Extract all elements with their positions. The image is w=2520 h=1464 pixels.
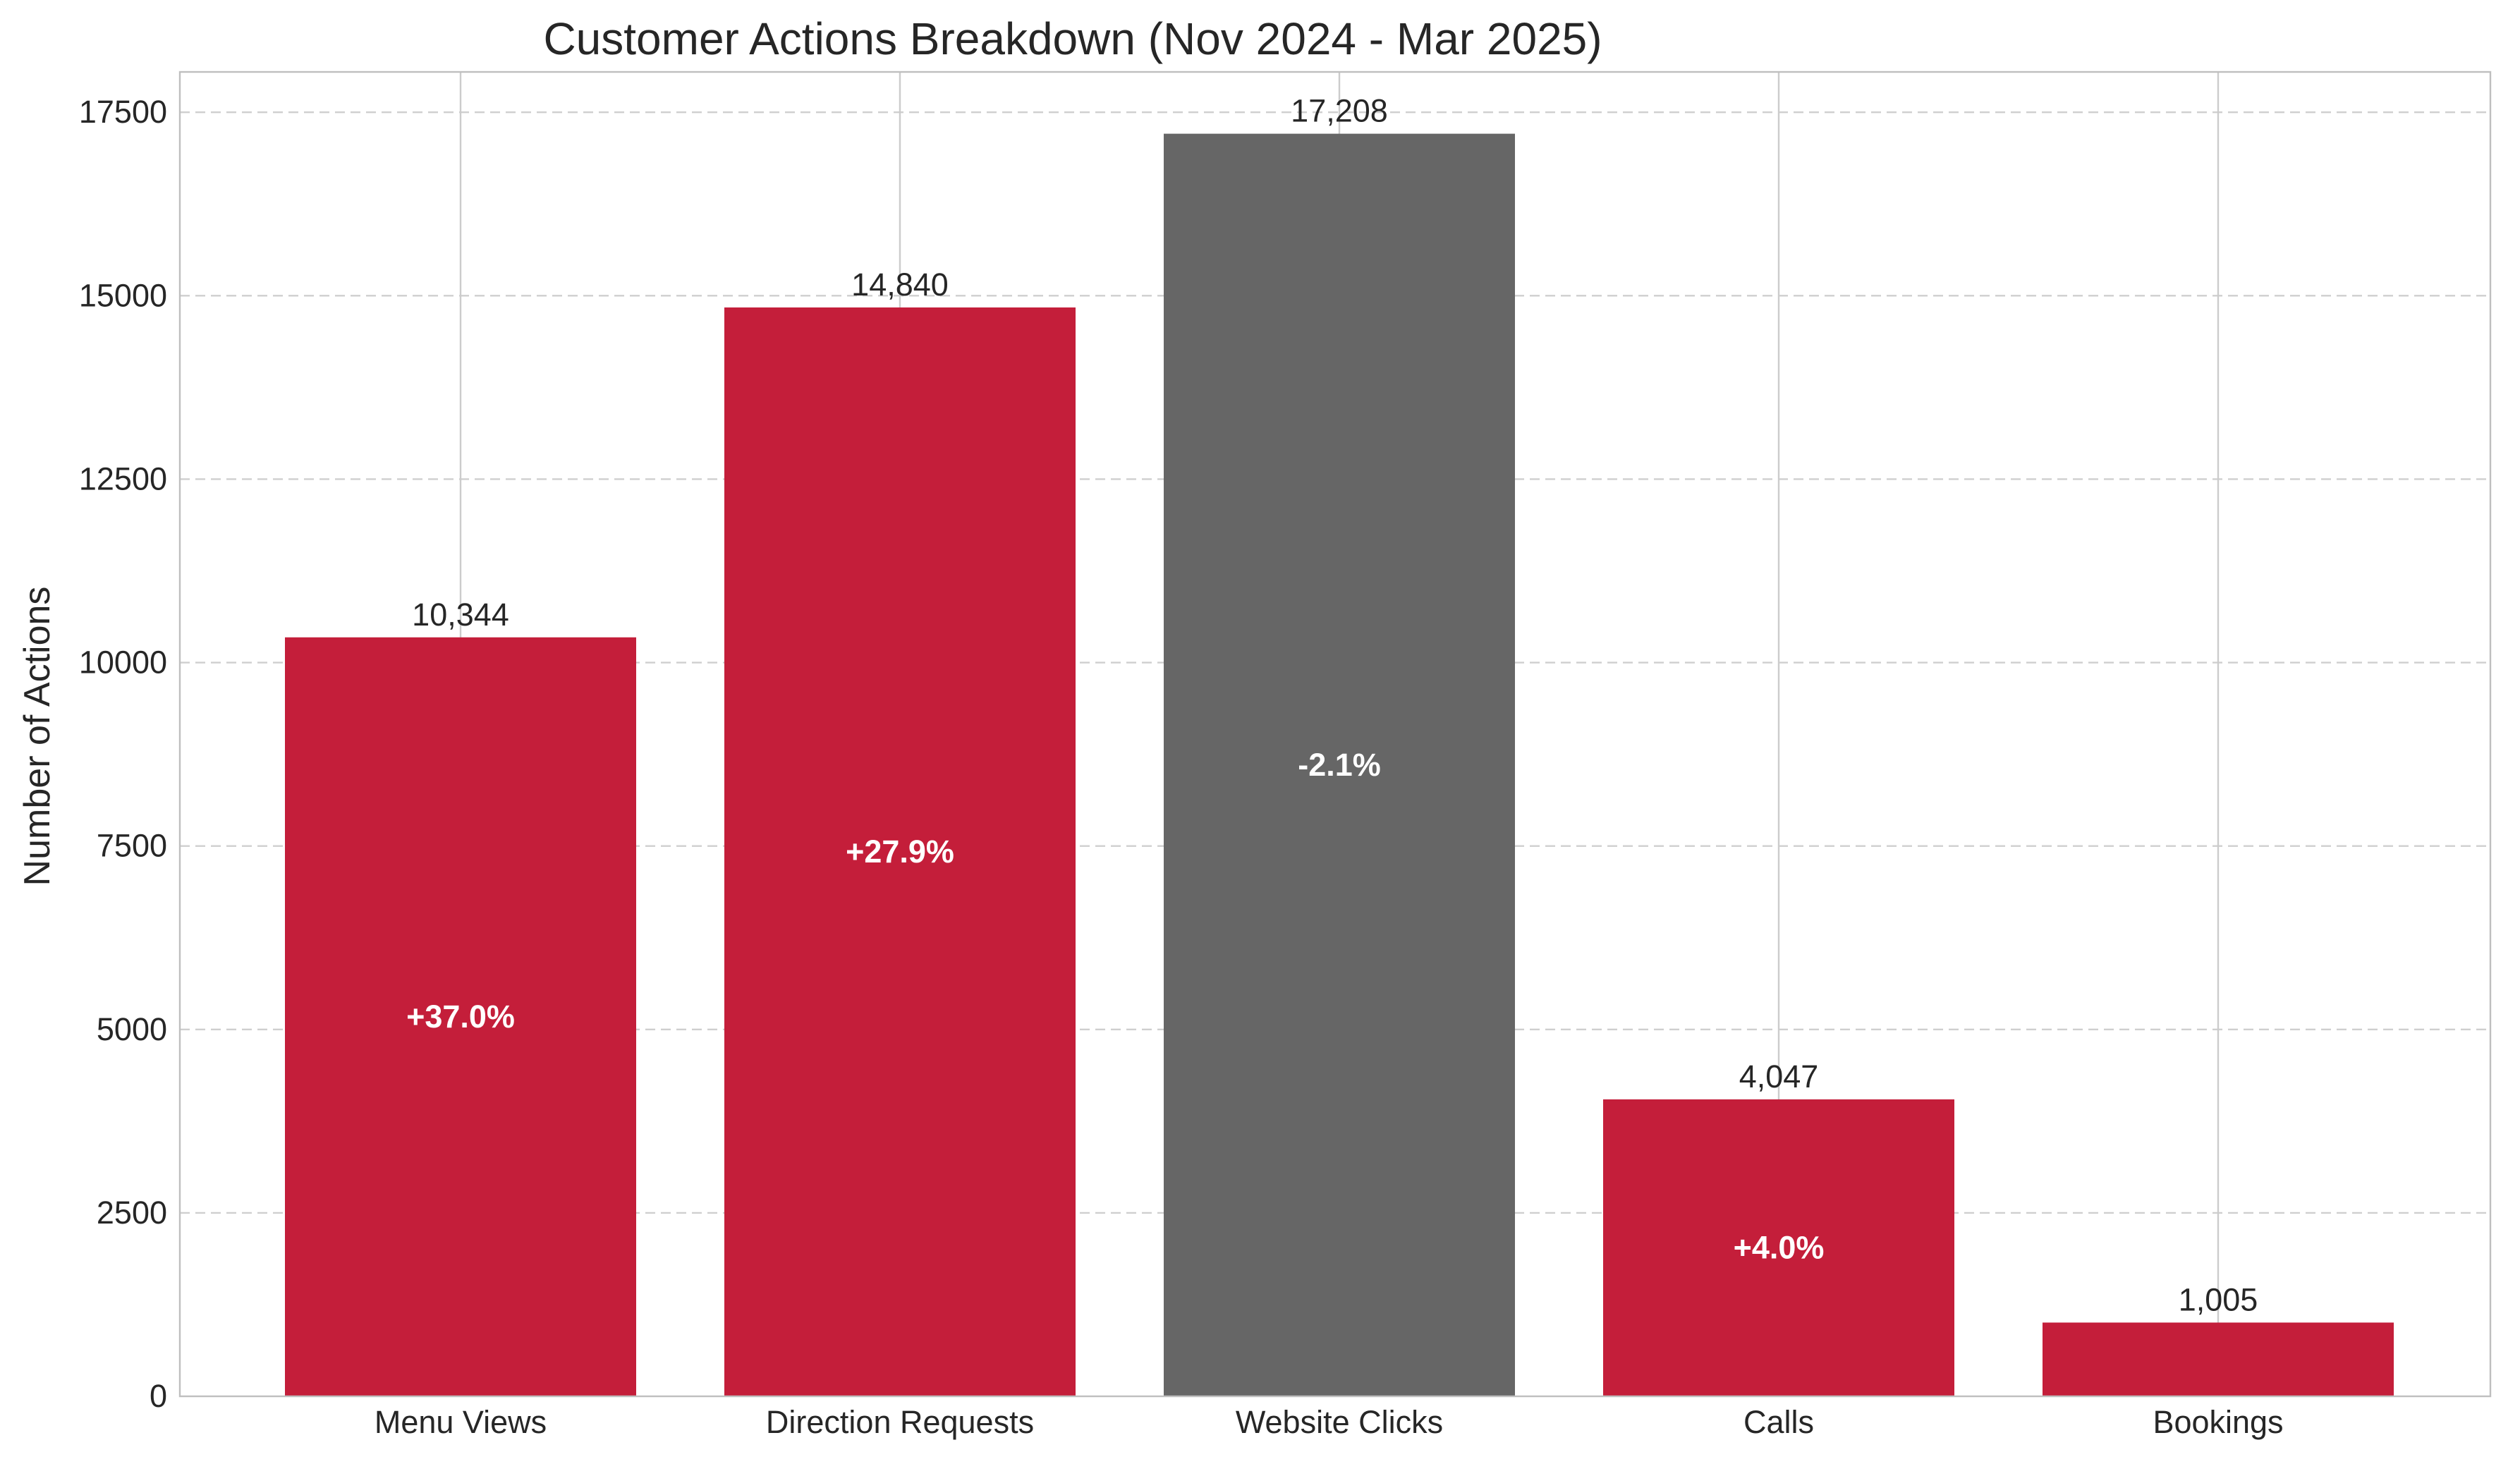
bar-calls	[1603, 1099, 1954, 1396]
x-tick-label: Menu Views	[375, 1404, 547, 1440]
change-label: +4.0%	[1734, 1229, 1825, 1265]
x-tick-label: Bookings	[2153, 1404, 2283, 1440]
plot-frame	[178, 71, 2492, 1398]
change-label: +37.0%	[406, 999, 515, 1035]
value-label: 4,047	[1739, 1059, 1819, 1094]
bar-website-clicks	[1164, 133, 1515, 1396]
bars	[285, 133, 2394, 1396]
y-tick-label: 12500	[79, 460, 167, 496]
chart-title: Customer Actions Breakdown (Nov 2024 - M…	[543, 13, 1602, 64]
x-tick-label: Website Clicks	[1236, 1404, 1443, 1440]
value-label: 10,344	[412, 597, 509, 633]
bar-labels: 10,344 +37.0% 14,840 +27.9% 17,208 -2.1% 4,047…	[406, 93, 2258, 1318]
y-tick-label: 17500	[79, 94, 167, 130]
x-tick-label: Direction Requests	[766, 1404, 1034, 1440]
y-axis-label: Number of Actions	[17, 587, 58, 886]
bar-direction-requests	[724, 307, 1076, 1396]
value-label: 1,005	[2179, 1281, 2258, 1317]
tick-labels: 0 2500 5000 7500 10000 12500 15000 17500 Menu Vi…	[79, 94, 2284, 1440]
value-label: 17,208	[1291, 93, 1388, 129]
bar-bookings	[2043, 1322, 2394, 1396]
y-tick-label: 7500	[97, 828, 167, 864]
change-label: +27.9%	[846, 834, 954, 870]
y-tick-label: 2500	[97, 1195, 167, 1231]
change-label: -2.1%	[1298, 747, 1381, 783]
x-tick-label: Calls	[1743, 1404, 1814, 1440]
y-tick-label: 5000	[97, 1011, 167, 1047]
y-tick-label: 0	[150, 1378, 167, 1414]
y-tick-label: 15000	[79, 277, 167, 313]
y-tick-label: 10000	[79, 645, 167, 681]
bar-menu-views	[285, 637, 636, 1396]
value-label: 14,840	[851, 267, 949, 303]
